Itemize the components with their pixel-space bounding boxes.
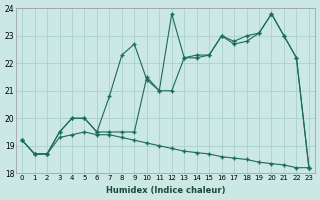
X-axis label: Humidex (Indice chaleur): Humidex (Indice chaleur) bbox=[106, 186, 225, 195]
